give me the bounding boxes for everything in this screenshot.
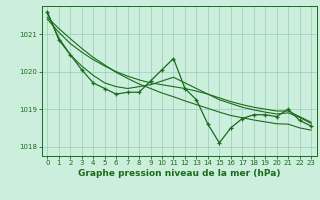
X-axis label: Graphe pression niveau de la mer (hPa): Graphe pression niveau de la mer (hPa) [78, 169, 280, 178]
